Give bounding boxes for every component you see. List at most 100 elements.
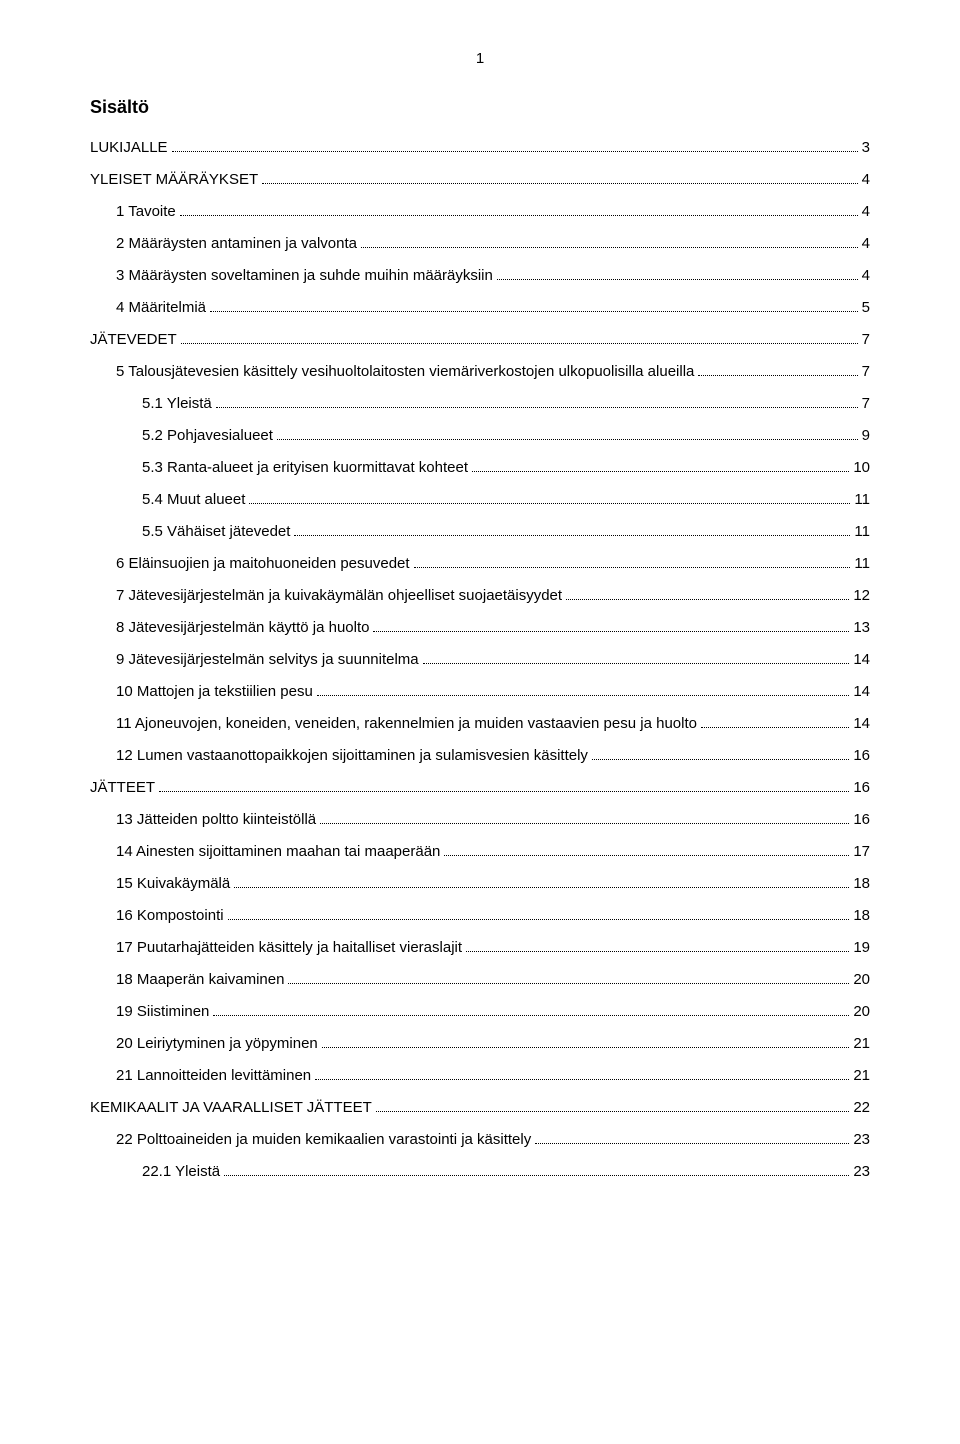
toc-entry-page: 9: [862, 424, 870, 448]
toc-dot-leader: [159, 791, 849, 792]
toc-entry-page: 7: [862, 392, 870, 416]
toc-entry: 8 Jätevesijärjestelmän käyttö ja huolto 1…: [90, 616, 870, 640]
toc-entry: 6 Eläinsuojien ja maitohuoneiden pesuved…: [90, 552, 870, 576]
toc-dot-leader: [444, 855, 849, 856]
toc-entry: 5.2 Pohjavesialueet9: [90, 424, 870, 448]
toc-entry: JÄTEVEDET7: [90, 328, 870, 352]
toc-entry-text: 21 Lannoitteiden levittäminen: [116, 1064, 311, 1088]
toc-entry-page: 21: [853, 1032, 870, 1056]
toc-entry-text: KEMIKAALIT JA VAARALLISET JÄTTEET: [90, 1096, 372, 1120]
toc-entry: 11 Ajoneuvojen, koneiden, veneiden, rake…: [90, 712, 870, 736]
toc-entry-text: 5.4 Muut alueet: [142, 488, 245, 512]
toc-dot-leader: [566, 599, 849, 600]
toc-entry-text: 4 Määritelmiä: [116, 296, 206, 320]
toc-dot-leader: [277, 439, 858, 440]
toc-entry: 16 Kompostointi 18: [90, 904, 870, 928]
toc-dot-leader: [213, 1015, 849, 1016]
toc-dot-leader: [234, 887, 849, 888]
toc-entry-page: 3: [862, 136, 870, 160]
toc-entry-text: LUKIJALLE: [90, 136, 168, 160]
toc-entry-page: 7: [862, 328, 870, 352]
toc-entry: LUKIJALLE 3: [90, 136, 870, 160]
toc-dot-leader: [288, 983, 849, 984]
toc-entry-text: 5.3 Ranta-alueet ja erityisen kuormittav…: [142, 456, 468, 480]
toc-entry: 21 Lannoitteiden levittäminen 21: [90, 1064, 870, 1088]
toc-entry: 20 Leiriytyminen ja yöpyminen21: [90, 1032, 870, 1056]
toc-entry: JÄTTEET 16: [90, 776, 870, 800]
toc-entry-text: 7 Jätevesijärjestelmän ja kuivakäymälän …: [116, 584, 562, 608]
toc-entry: 17 Puutarhajätteiden käsittely ja haital…: [90, 936, 870, 960]
toc-dot-leader: [535, 1143, 849, 1144]
toc-entry-text: 5.5 Vähäiset jätevedet: [142, 520, 290, 544]
toc-dot-leader: [262, 183, 858, 184]
toc-entry: 7 Jätevesijärjestelmän ja kuivakäymälän …: [90, 584, 870, 608]
toc-dot-leader: [376, 1111, 850, 1112]
toc-entry: 14 Ainesten sijoittaminen maahan tai maa…: [90, 840, 870, 864]
toc-entry-page: 4: [862, 264, 870, 288]
toc-entry-text: 11 Ajoneuvojen, koneiden, veneiden, rake…: [116, 712, 697, 736]
toc-dot-leader: [224, 1175, 849, 1176]
toc-entry-page: 13: [853, 616, 870, 640]
toc-entry: 3 Määräysten soveltaminen ja suhde muihi…: [90, 264, 870, 288]
toc-dot-leader: [180, 215, 858, 216]
toc-dot-leader: [228, 919, 850, 920]
toc-dot-leader: [414, 567, 851, 568]
toc-entry-page: 21: [853, 1064, 870, 1088]
toc-entry: 15 Kuivakäymälä 18: [90, 872, 870, 896]
toc-entry: 5.4 Muut alueet 11: [90, 488, 870, 512]
toc-dot-leader: [249, 503, 850, 504]
toc-entry-page: 19: [853, 936, 870, 960]
toc-entry-page: 5: [862, 296, 870, 320]
toc-dot-leader: [181, 343, 858, 344]
toc-entry-page: 20: [853, 1000, 870, 1024]
toc-entry-text: 8 Jätevesijärjestelmän käyttö ja huolto: [116, 616, 369, 640]
toc-entry-page: 11: [854, 488, 870, 512]
toc-entry-text: 2 Määräysten antaminen ja valvonta: [116, 232, 357, 256]
toc-entry-page: 4: [862, 232, 870, 256]
toc-dot-leader: [320, 823, 849, 824]
toc-entry-page: 22: [853, 1096, 870, 1120]
toc-entry-page: 10: [853, 456, 870, 480]
toc-entry: 22 Polttoaineiden ja muiden kemikaalien …: [90, 1128, 870, 1152]
toc-entry-text: 5.1 Yleistä: [142, 392, 212, 416]
toc-heading: Sisältö: [90, 97, 870, 118]
toc-entry-text: 5 Talousjätevesien käsittely vesihuoltol…: [116, 360, 694, 384]
toc-dot-leader: [172, 151, 858, 152]
toc-dot-leader: [294, 535, 850, 536]
toc-entry-text: 22.1 Yleistä: [142, 1160, 220, 1184]
toc-entry-text: 17 Puutarhajätteiden käsittely ja haital…: [116, 936, 462, 960]
toc-entry-page: 23: [853, 1160, 870, 1184]
toc-entry-page: 18: [853, 904, 870, 928]
toc-entry-page: 11: [854, 552, 870, 576]
toc-dot-leader: [592, 759, 849, 760]
document-page: 1 Sisältö LUKIJALLE3YLEISET MÄÄRÄYKSET41…: [0, 0, 960, 1444]
toc-entry-page: 16: [853, 808, 870, 832]
toc-entry-text: 14 Ainesten sijoittaminen maahan tai maa…: [116, 840, 440, 864]
toc-entry-page: 14: [853, 712, 870, 736]
toc-entry-text: 3 Määräysten soveltaminen ja suhde muihi…: [116, 264, 493, 288]
toc-dot-leader: [497, 279, 858, 280]
toc-entry: 10 Mattojen ja tekstiilien pesu14: [90, 680, 870, 704]
toc-entry-text: JÄTTEET: [90, 776, 155, 800]
toc-entry: 9 Jätevesijärjestelmän selvitys ja suunn…: [90, 648, 870, 672]
toc-entry: 13 Jätteiden poltto kiinteistöllä 16: [90, 808, 870, 832]
toc-entry-page: 4: [862, 200, 870, 224]
toc-dot-leader: [472, 471, 849, 472]
toc-dot-leader: [322, 1047, 850, 1048]
toc-dot-leader: [361, 247, 858, 248]
toc-entry: 5.5 Vähäiset jätevedet11: [90, 520, 870, 544]
toc-dot-leader: [216, 407, 858, 408]
toc-entry: 19 Siistiminen20: [90, 1000, 870, 1024]
toc-dot-leader: [317, 695, 850, 696]
toc-entry-text: 16 Kompostointi: [116, 904, 224, 928]
toc-entry-text: 15 Kuivakäymälä: [116, 872, 230, 896]
toc-entry-page: 20: [853, 968, 870, 992]
page-number: 1: [90, 50, 870, 67]
toc-entry-text: 13 Jätteiden poltto kiinteistöllä: [116, 808, 316, 832]
toc-entry-page: 16: [853, 776, 870, 800]
toc-dot-leader: [466, 951, 849, 952]
toc-entry: KEMIKAALIT JA VAARALLISET JÄTTEET 22: [90, 1096, 870, 1120]
toc-entry-text: 18 Maaperän kaivaminen: [116, 968, 284, 992]
toc-entry-page: 18: [853, 872, 870, 896]
toc-entry-page: 4: [862, 168, 870, 192]
